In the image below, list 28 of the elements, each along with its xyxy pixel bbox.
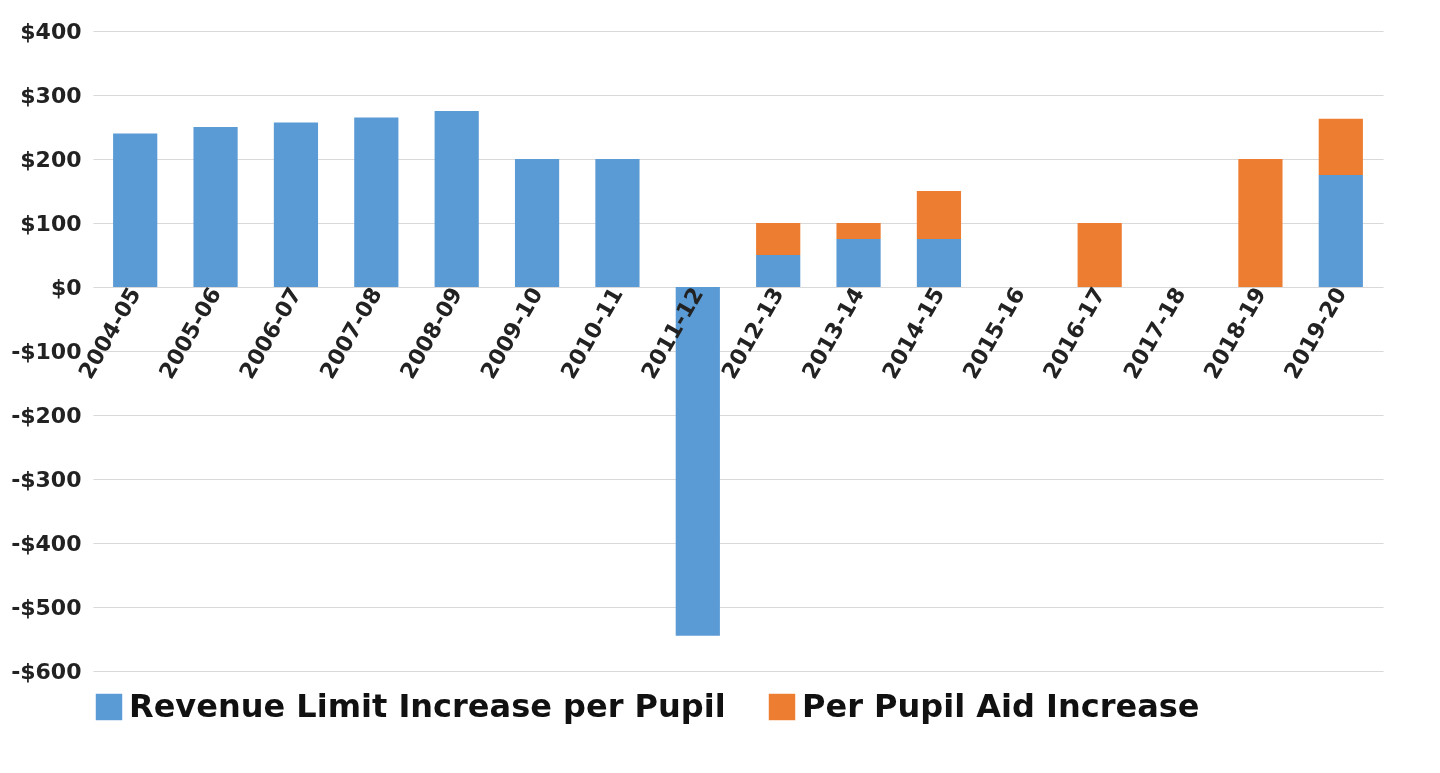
bar [514, 159, 560, 287]
y-tick-label: -$300 [11, 466, 82, 492]
y-tick-label: -$500 [11, 594, 82, 620]
y-tick-label: -$400 [11, 530, 82, 556]
bar [1318, 118, 1363, 175]
bar [1318, 175, 1363, 287]
bar [354, 117, 399, 287]
y-tick-label: $400 [20, 18, 82, 44]
bar [836, 223, 881, 239]
bar [756, 223, 801, 255]
bar [1238, 159, 1283, 287]
y-tick-label: $300 [20, 82, 82, 108]
bar [1077, 223, 1122, 287]
bar [113, 133, 158, 287]
y-tick-label: $200 [20, 146, 82, 172]
bar [916, 191, 962, 239]
bar [756, 255, 801, 287]
legend-label: Revenue Limit Increase per Pupil [129, 687, 726, 725]
bar [434, 111, 479, 287]
bar [916, 239, 962, 287]
bar [595, 159, 640, 287]
y-tick-label: $100 [20, 210, 82, 236]
legend-label: Per Pupil Aid Increase [802, 687, 1200, 725]
y-tick-label: -$600 [11, 658, 82, 684]
y-tick-label: -$200 [11, 402, 82, 428]
bar [273, 122, 319, 287]
bar [193, 127, 238, 287]
bar [836, 239, 881, 287]
